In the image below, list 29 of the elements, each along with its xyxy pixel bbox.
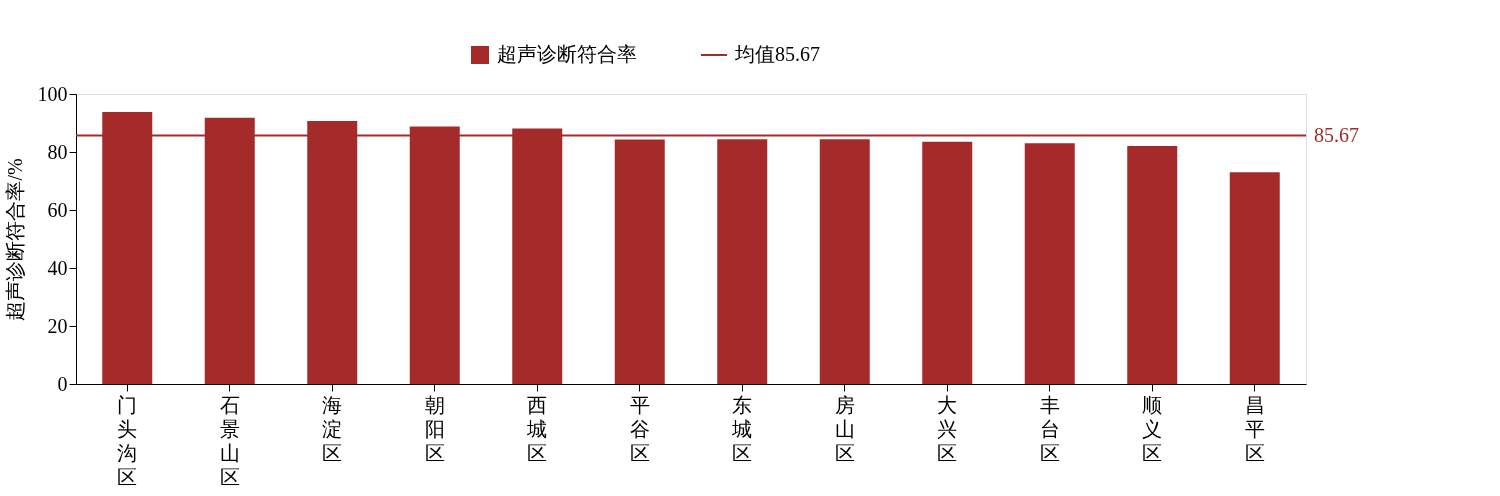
x-tick-label: 东城区	[731, 393, 753, 464]
bar	[1229, 172, 1280, 384]
bar	[717, 139, 768, 384]
bar	[922, 141, 973, 384]
y-tick-label: 20	[47, 314, 68, 337]
bar	[1127, 145, 1178, 384]
legend-label: 超声诊断符合率	[497, 43, 637, 65]
x-tick-label: 房山区	[834, 393, 855, 464]
x-tick-label: 朝阳区	[424, 393, 445, 464]
x-tick-label: 昌平区	[1244, 393, 1265, 464]
x-tick-label: 大兴区	[937, 393, 958, 464]
x-tick-label: 丰台区	[1039, 393, 1060, 464]
x-tick-label: 平谷区	[629, 393, 650, 464]
y-axis-title: 超声诊断符合率/%	[3, 158, 26, 321]
y-tick-label: 40	[47, 256, 68, 279]
y-tick-label: 60	[47, 198, 68, 221]
x-tick-label: 门头沟区	[117, 393, 138, 488]
bar	[1024, 143, 1075, 384]
bar	[819, 139, 870, 384]
x-tick-label: 顺义区	[1142, 393, 1163, 464]
text: 85.67	[1314, 123, 1359, 146]
x-tick-label: 海淀区	[322, 393, 343, 464]
y-tick-label: 80	[47, 140, 68, 163]
y-tick-label: 100	[37, 82, 68, 105]
x-tick-label: 石景山区	[219, 393, 240, 488]
legend-label: 均值85.67	[734, 43, 820, 65]
bar	[614, 139, 665, 384]
y-tick-label: 0	[57, 372, 68, 395]
x-tick-label: 西城区	[526, 393, 548, 464]
